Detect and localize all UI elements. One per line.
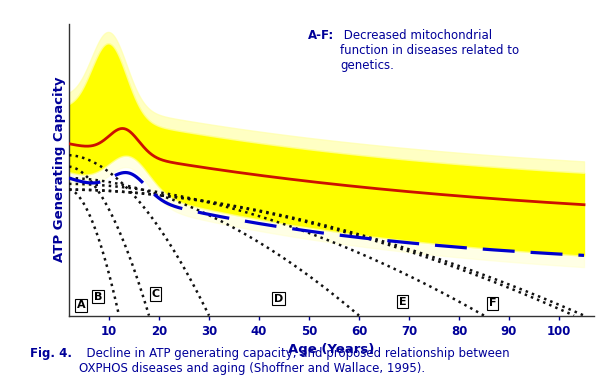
Text: A-F:: A-F: — [308, 29, 334, 42]
Text: A: A — [77, 300, 85, 310]
X-axis label: Age (Years): Age (Years) — [289, 343, 374, 356]
Text: D: D — [274, 294, 283, 304]
Text: Fig. 4.: Fig. 4. — [30, 347, 72, 360]
Text: E: E — [399, 297, 407, 307]
Text: Decline in ATP generating capacity, and proposed relationship between
OXPHOS dis: Decline in ATP generating capacity, and … — [79, 347, 510, 375]
Text: Decreased mitochondrial
function in diseases related to
genetics.: Decreased mitochondrial function in dise… — [340, 29, 520, 73]
Text: F: F — [489, 298, 497, 309]
Y-axis label: ATP Generating Capacity: ATP Generating Capacity — [53, 77, 66, 262]
Text: B: B — [94, 292, 103, 302]
Text: C: C — [151, 289, 160, 299]
